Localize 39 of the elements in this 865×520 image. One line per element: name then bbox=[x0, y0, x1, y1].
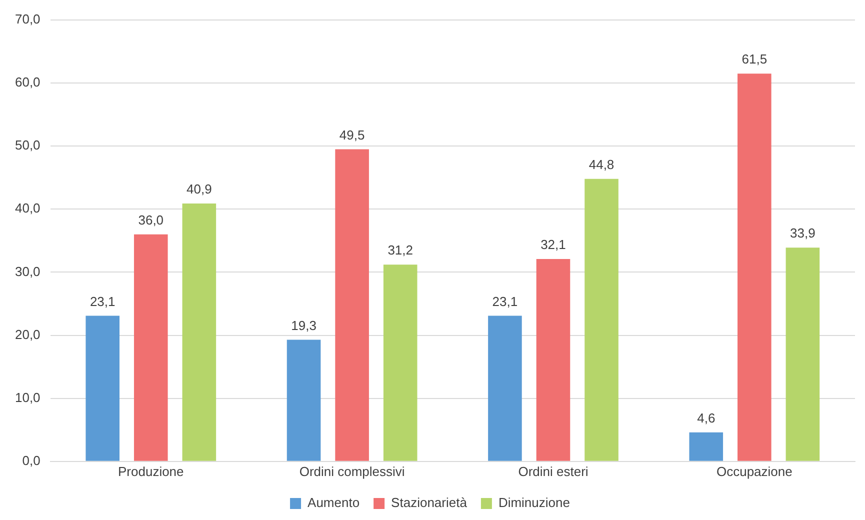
bar bbox=[584, 178, 618, 461]
bar bbox=[182, 203, 216, 461]
data-label: 23,1 bbox=[90, 294, 116, 309]
y-tick-label: 40,0 bbox=[14, 200, 40, 216]
y-tick-label: 0,0 bbox=[22, 452, 40, 468]
x-tick-label: Produzione bbox=[118, 464, 184, 479]
bar bbox=[134, 234, 168, 461]
bar bbox=[335, 149, 369, 461]
data-label: 4,6 bbox=[697, 410, 716, 426]
bar bbox=[286, 340, 321, 461]
bar bbox=[86, 316, 120, 461]
x-tick-label: Ordini esteri bbox=[518, 464, 588, 479]
y-tick-label: 30,0 bbox=[14, 264, 40, 279]
data-label: 36,0 bbox=[138, 212, 164, 228]
bar bbox=[536, 258, 570, 461]
y-tick-label: 60,0 bbox=[14, 74, 40, 90]
bar bbox=[689, 432, 724, 461]
legend-label: Aumento bbox=[308, 495, 360, 510]
data-label: 40,9 bbox=[186, 182, 212, 197]
y-tick-label: 70,0 bbox=[14, 12, 40, 27]
data-label: 23,1 bbox=[492, 294, 518, 309]
y-tick-label: 10,0 bbox=[14, 390, 40, 405]
x-tick-label: Occupazione bbox=[716, 464, 792, 479]
y-tick-label: 50,0 bbox=[14, 138, 40, 153]
legend-label: Stazionarietà bbox=[391, 495, 468, 510]
data-label: 32,1 bbox=[540, 237, 566, 252]
bar bbox=[488, 316, 522, 461]
bar bbox=[786, 248, 820, 461]
data-label: 31,2 bbox=[388, 242, 413, 258]
y-tick-label: 20,0 bbox=[14, 326, 40, 342]
bar bbox=[738, 74, 772, 461]
legend-label: Diminuzione bbox=[498, 495, 570, 510]
data-label: 33,9 bbox=[790, 226, 816, 241]
data-label: 49,5 bbox=[339, 127, 365, 142]
data-label: 44,8 bbox=[588, 156, 614, 172]
data-label: 19,3 bbox=[291, 318, 316, 333]
bar bbox=[383, 264, 418, 461]
x-tick-label: Ordini complessivi bbox=[299, 464, 405, 479]
data-label: 61,5 bbox=[742, 52, 768, 67]
